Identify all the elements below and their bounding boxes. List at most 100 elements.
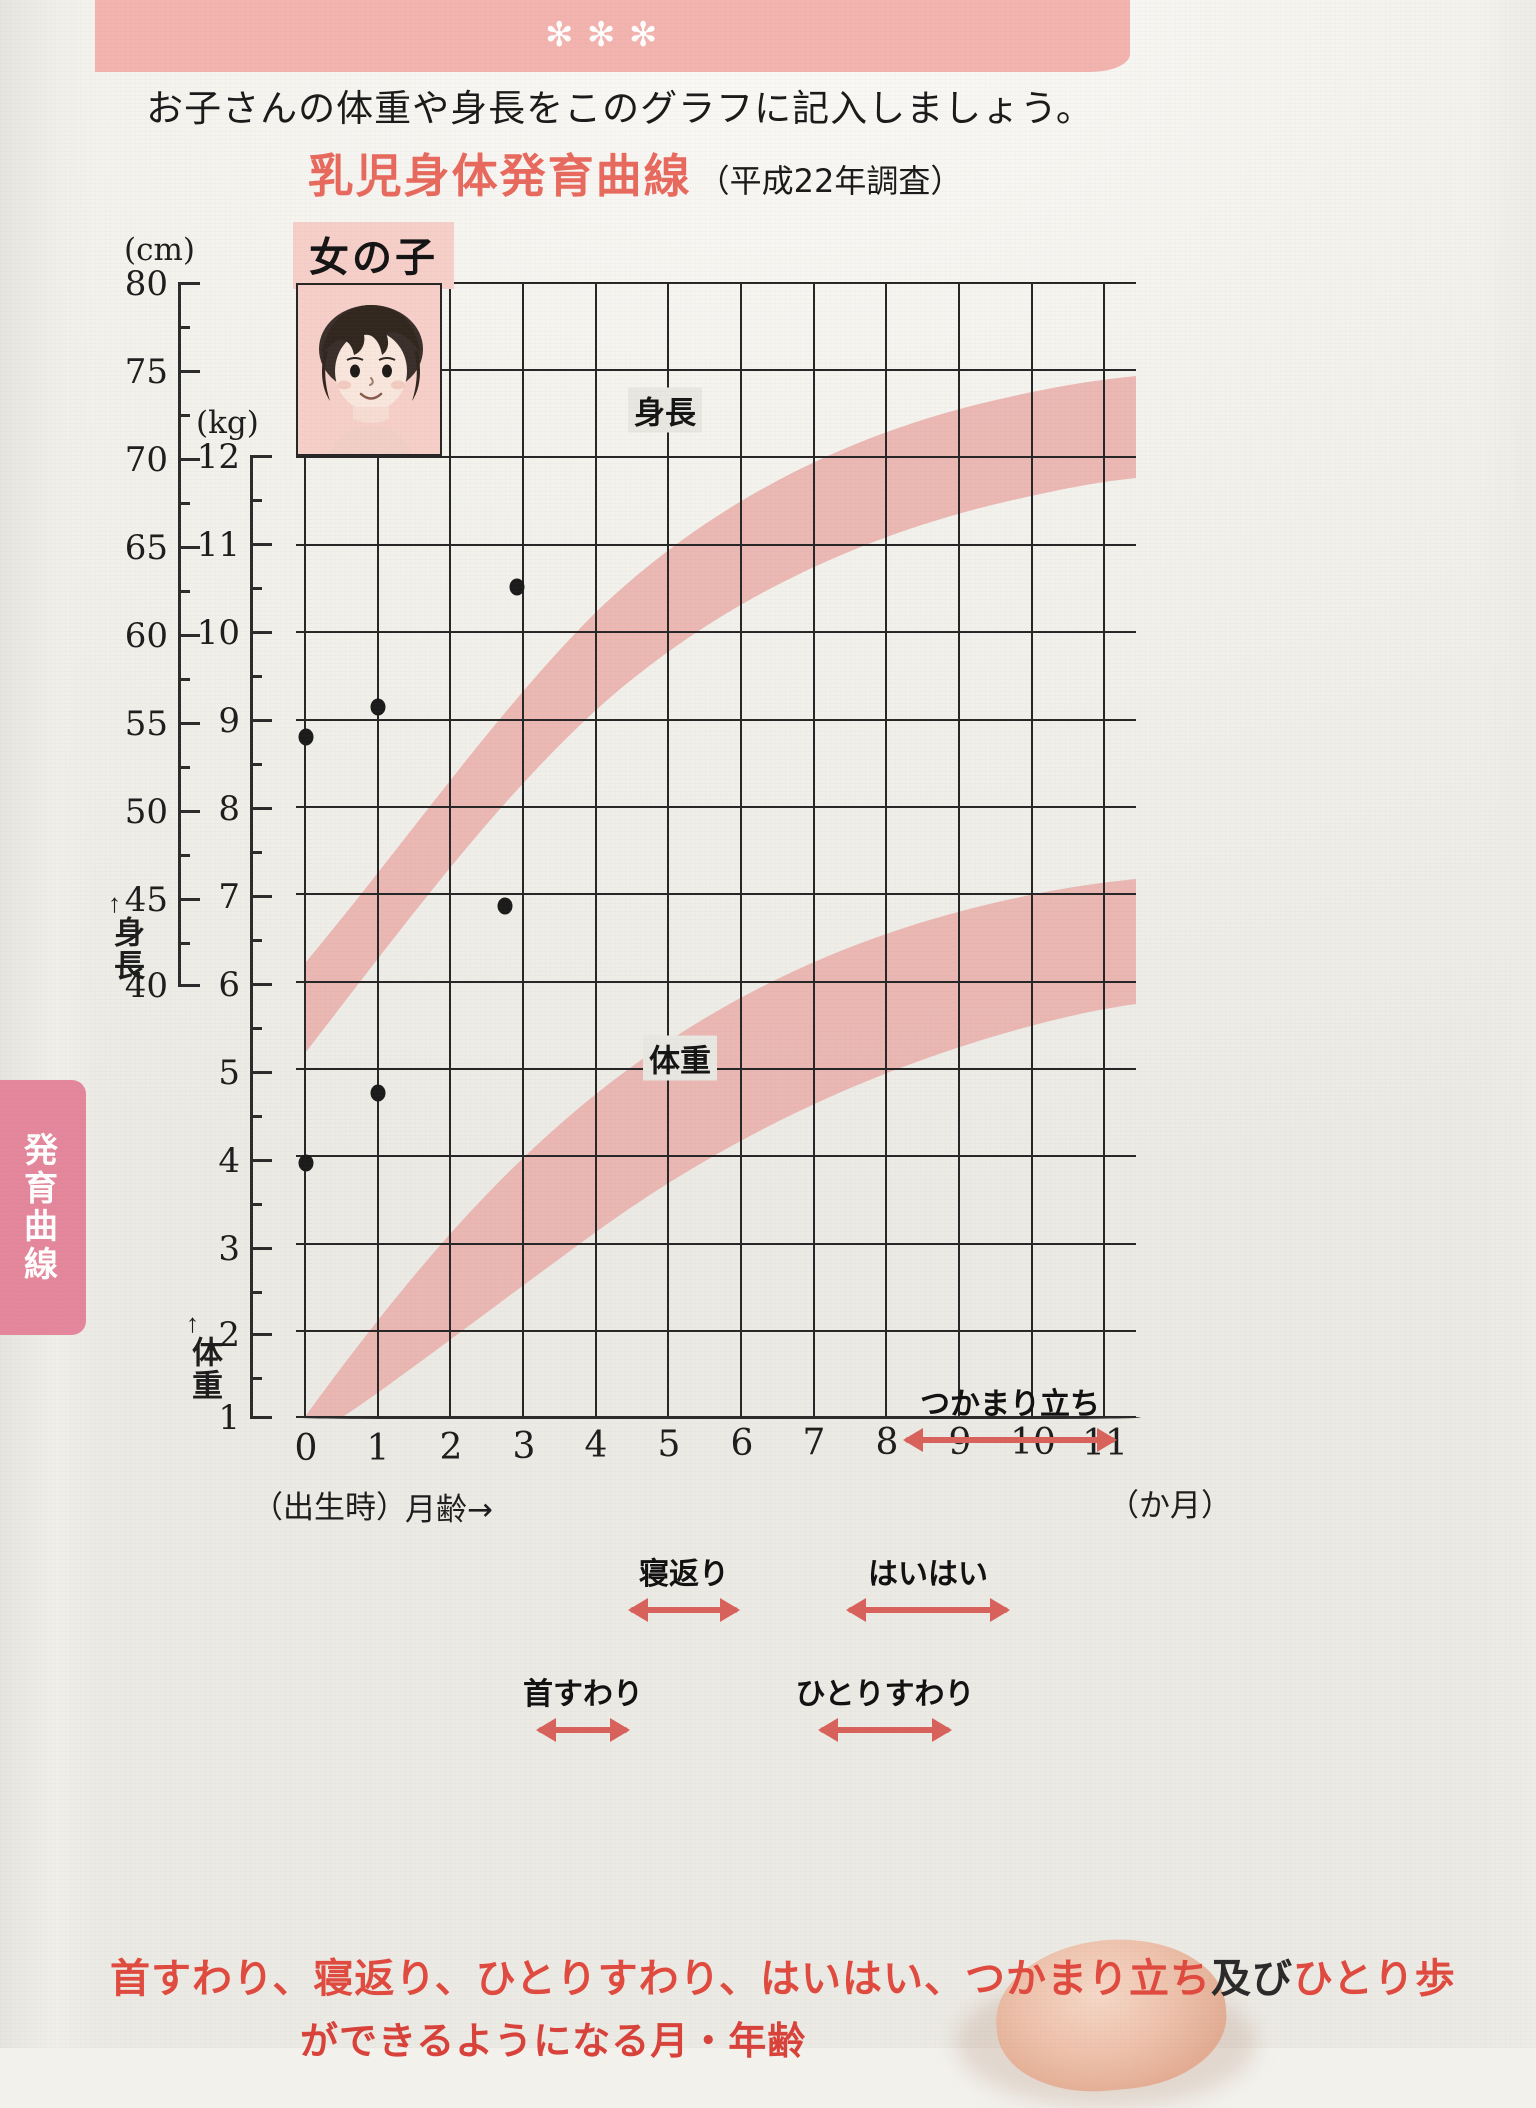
gridline-v [1103, 282, 1105, 1418]
month-tick-label: 4 [584, 1425, 608, 1466]
weight-tick-label: 12 [196, 437, 240, 477]
height-tick-minor [178, 414, 190, 417]
height-tick-label: 65 [124, 528, 168, 568]
height-tick [178, 634, 200, 637]
height-tick-minor [178, 678, 190, 681]
height-tick-minor [178, 854, 190, 857]
weight-tick-minor [250, 763, 262, 766]
growth-chart: (cm) 80 75 70 65 60 55 50 45 40 ↑ 身長 (kg… [108, 232, 1232, 1742]
milestone-range-arrow-icon [846, 1598, 1010, 1622]
milestone-label: つかまり立ち [920, 1387, 1100, 1422]
gridline-h [296, 456, 1136, 458]
gridline-h [296, 544, 1136, 546]
footer-note-line2: ができるようになる月・年齢 [300, 2019, 807, 2063]
weight-axis-unit: (kg) [196, 405, 259, 441]
weight-tick-minor [250, 1027, 262, 1030]
weight-tick-minor [250, 851, 262, 854]
weight-tick [250, 455, 272, 458]
weight-tick-label: 7 [218, 877, 240, 917]
gridline-h [296, 1243, 1136, 1245]
weight-tick-minor [250, 587, 262, 590]
height-axis-unit: (cm) [124, 232, 195, 268]
weight-tick [250, 543, 272, 546]
gridline-h [296, 981, 1136, 983]
weight-tick-label: 2 [218, 1315, 240, 1355]
height-tick-label: 40 [124, 966, 168, 1006]
weight-tick-label: 4 [218, 1141, 240, 1181]
data-point-weight [370, 1084, 386, 1102]
gridline-v [740, 282, 742, 1418]
weight-tick-label: 8 [218, 789, 240, 829]
curve-label-height: 身長 [628, 387, 702, 433]
month-tick-label: 6 [730, 1423, 754, 1464]
gridline-v [958, 282, 960, 1418]
footer-red-2: ひとり歩 [1293, 1956, 1456, 2002]
data-point-weight [298, 1154, 314, 1172]
milestone-crawl: はいはい [846, 1545, 1010, 1622]
height-tick [178, 546, 200, 549]
milestone-range-arrow-icon [628, 1598, 740, 1622]
gridline-v [449, 282, 451, 1418]
gridline-v [595, 282, 597, 1418]
girl-face-icon [319, 305, 423, 454]
height-tick [178, 370, 200, 373]
gridline-v [885, 282, 887, 1418]
month-axis-label: 月齢→ [405, 1492, 493, 1528]
weight-tick-minor [250, 939, 262, 942]
height-tick [178, 984, 200, 987]
weight-tick-label: 3 [218, 1229, 240, 1269]
milestone-label: 首すわり [523, 1677, 643, 1712]
height-tick-minor [178, 326, 190, 329]
milestone-range-arrow-icon [903, 1428, 1117, 1452]
height-tick-label: 55 [124, 704, 168, 744]
month-tick-label: 2 [439, 1427, 463, 1468]
weight-tick-label: 9 [218, 701, 240, 741]
height-tick-label: 70 [124, 440, 168, 480]
data-point-height [298, 728, 314, 746]
percentile-bands [304, 376, 1136, 1418]
weight-tick [250, 1333, 272, 1336]
weight-tick-minor [250, 499, 262, 502]
month-tick-label: 1 [366, 1428, 390, 1469]
milestone-label: 寝返り [639, 1557, 729, 1592]
page-subtitle: お子さんの体重や身長をこのグラフに記入しましょう。 [146, 87, 1094, 130]
height-tick-minor [178, 766, 190, 769]
height-tick-label: 45 [124, 880, 168, 920]
weight-tick-label: 10 [196, 613, 240, 653]
month-axis-line [296, 1416, 1141, 1419]
weight-tick-minor [250, 1291, 262, 1294]
weight-tick [250, 895, 272, 898]
footer-red-1: 首すわり、寝返り、ひとりすわり、はいはい、つかまり立ち [110, 1956, 1211, 2002]
gridline-h [296, 1155, 1136, 1157]
footer-note-line1: 首すわり、寝返り、ひとりすわり、はいはい、つかまり立ち及びひとり歩 [110, 1952, 1530, 2006]
height-tick-label: 75 [124, 352, 168, 392]
weight-tick-label: 11 [196, 525, 240, 565]
page-title: 乳児身体発育曲線 （平成22年調査） [0, 140, 1270, 206]
weight-tick [250, 1247, 272, 1250]
gridline-v [304, 282, 306, 1418]
weight-tick [250, 719, 272, 722]
data-point-height [509, 578, 525, 596]
gridline-h [296, 282, 1136, 284]
curve-label-weight: 体重 [643, 1035, 717, 1081]
milestone-sit-alone: ひとりすわり [795, 1665, 975, 1742]
month-tick-label: 7 [802, 1422, 826, 1463]
weight-tick-label: 1 [218, 1398, 240, 1438]
month-axis-unit-note: （か月） [1108, 1488, 1232, 1524]
main-title-text: 乳児身体発育曲線 [307, 149, 692, 203]
height-tick-label: 60 [124, 616, 168, 656]
month-axis-birth-note: （出生時） [252, 1490, 407, 1526]
height-axis-arrow-icon: ↑ [108, 888, 121, 918]
height-tick-minor [178, 942, 190, 945]
banner-stars-icon: ✻ ✻ ✻ [545, 16, 660, 54]
weight-axis-line [250, 455, 253, 1418]
weight-axis-name: 体重 [186, 1336, 222, 1402]
page-edge-right [1476, 0, 1536, 2048]
sidebar-tab-growth-curve[interactable]: 発育曲線 [0, 1080, 86, 1335]
height-tick [178, 722, 200, 725]
plot-area [296, 282, 1136, 1418]
weight-tick-minor [250, 1203, 262, 1206]
height-axis-name: 身長 [108, 916, 144, 982]
weight-tick-label: 5 [218, 1053, 240, 1093]
weight-axis-arrow-icon: ↑ [186, 1308, 199, 1338]
